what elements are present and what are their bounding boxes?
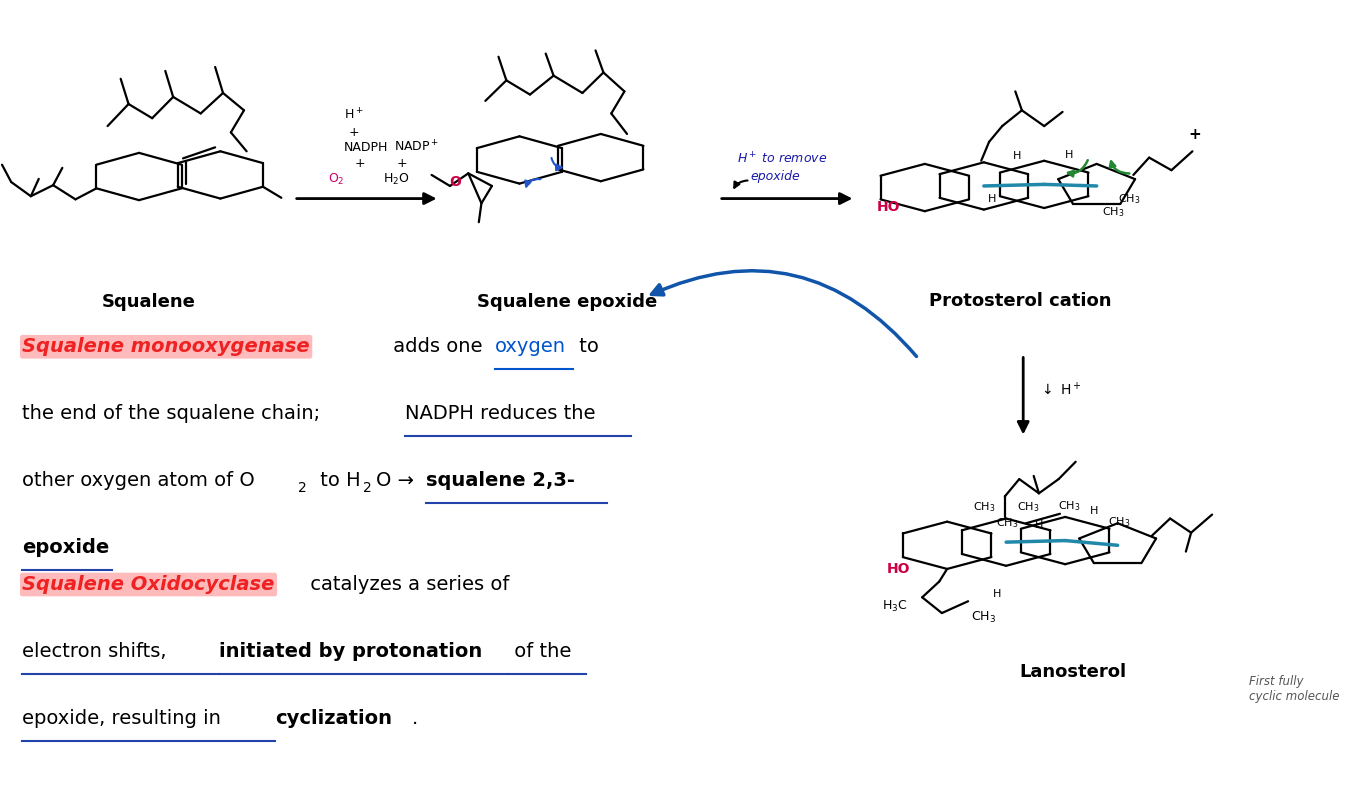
Text: epoxide: epoxide	[22, 538, 110, 557]
Text: other oxygen atom of O: other oxygen atom of O	[22, 471, 256, 490]
Text: CH$_3$: CH$_3$	[996, 516, 1018, 530]
Text: H$_3$C: H$_3$C	[883, 599, 907, 614]
Text: Squalene epoxide: Squalene epoxide	[476, 293, 657, 311]
Text: NADPH reduces the: NADPH reduces the	[406, 404, 596, 423]
Text: adds one: adds one	[387, 337, 488, 356]
Text: .: .	[412, 709, 418, 728]
Text: epoxide, resulting in: epoxide, resulting in	[22, 709, 227, 728]
Text: O$_2$: O$_2$	[327, 172, 345, 187]
Text: H$^+$ to remove: H$^+$ to remove	[737, 151, 827, 167]
Text: H: H	[1034, 520, 1044, 530]
Text: NADPH: NADPH	[343, 141, 388, 154]
Text: of the: of the	[507, 642, 571, 661]
Text: 2: 2	[364, 481, 372, 496]
Text: oxygen: oxygen	[495, 337, 565, 356]
Text: O: O	[449, 175, 461, 189]
Text: +: +	[1188, 127, 1202, 142]
Text: catalyzes a series of: catalyzes a series of	[304, 575, 510, 594]
Text: CH$_3$: CH$_3$	[1017, 500, 1040, 515]
Text: H: H	[992, 589, 1000, 600]
Text: H: H	[1013, 151, 1021, 162]
Text: cyclization: cyclization	[276, 709, 392, 728]
Text: the end of the squalene chain;: the end of the squalene chain;	[22, 404, 327, 423]
Text: epoxide: epoxide	[750, 169, 800, 183]
Text: H$^+$: H$^+$	[345, 107, 364, 123]
Text: H: H	[1090, 506, 1098, 516]
Text: squalene 2,3-: squalene 2,3-	[426, 471, 575, 490]
Text: Squalene monooxygenase: Squalene monooxygenase	[22, 337, 310, 356]
Text: +: +	[396, 157, 407, 170]
Text: First fully
cyclic molecule: First fully cyclic molecule	[1249, 675, 1340, 704]
Text: HO: HO	[887, 562, 910, 576]
Text: +: +	[349, 125, 360, 139]
Text: Squalene Oxidocyclase: Squalene Oxidocyclase	[22, 575, 274, 594]
Text: CH$_3$: CH$_3$	[1057, 499, 1080, 513]
Text: Lanosterol: Lanosterol	[1019, 663, 1126, 682]
Text: CH$_3$: CH$_3$	[972, 500, 995, 515]
Text: NADP$^+$: NADP$^+$	[393, 139, 439, 154]
Text: CH$_3$: CH$_3$	[1102, 205, 1125, 219]
Text: CH$_3$: CH$_3$	[1118, 191, 1140, 206]
Text: HO: HO	[876, 200, 900, 214]
Text: O →: O →	[376, 471, 420, 490]
Text: to H: to H	[314, 471, 360, 490]
Text: 2: 2	[297, 481, 307, 496]
Text: CH$_3$: CH$_3$	[971, 610, 996, 625]
Text: to: to	[573, 337, 599, 356]
Text: initiated by protonation: initiated by protonation	[219, 642, 483, 661]
Text: CH$_3$: CH$_3$	[1107, 515, 1130, 529]
Text: Squalene: Squalene	[101, 293, 195, 311]
Text: H: H	[1065, 150, 1073, 160]
Text: $\downarrow$ H$^+$: $\downarrow$ H$^+$	[1038, 381, 1082, 397]
Text: electron shifts,: electron shifts,	[22, 642, 173, 661]
Text: +: +	[354, 157, 365, 170]
Text: Protosterol cation: Protosterol cation	[929, 292, 1111, 310]
Text: H: H	[987, 194, 996, 204]
Text: H$_2$O: H$_2$O	[383, 172, 410, 187]
